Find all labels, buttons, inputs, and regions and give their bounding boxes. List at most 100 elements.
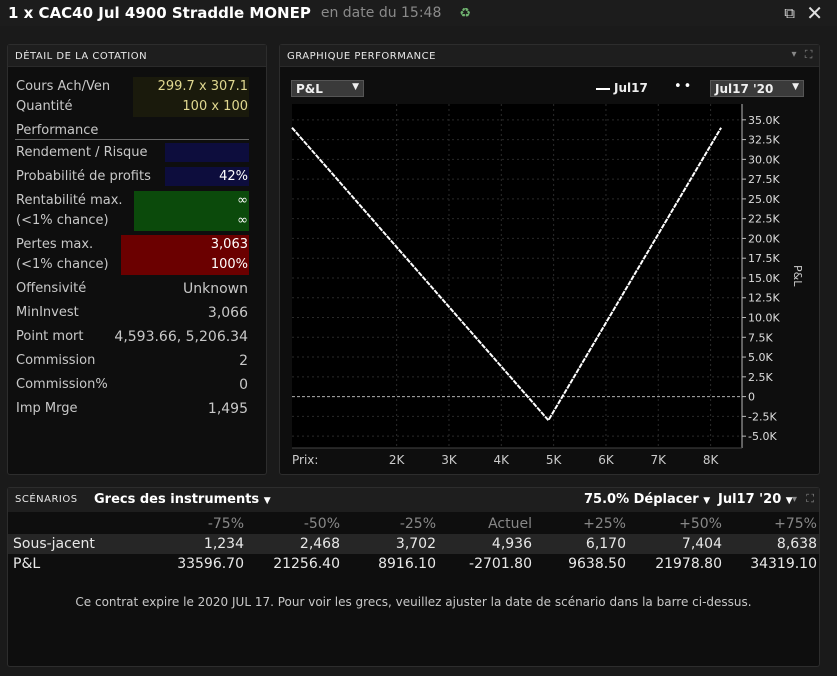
pertes-value: 3,063	[210, 237, 248, 252]
series-line-jul17	[291, 127, 722, 422]
y-tick-label: 2.5K	[748, 371, 773, 384]
pertes-label: Pertes max.	[16, 237, 94, 252]
proba-box	[165, 167, 249, 186]
column-header: -50%	[303, 516, 340, 532]
column-header: -25%	[399, 516, 436, 532]
table-cell: 9638.50	[568, 556, 626, 572]
chevron-down-icon: ▼	[352, 82, 359, 92]
bid-ask-separator: x	[198, 79, 207, 94]
column-header: +50%	[679, 516, 722, 532]
row-highlight	[8, 534, 819, 554]
legend-line-swatch	[596, 88, 610, 90]
gridlines	[292, 104, 742, 448]
mininvest-value: 3,066	[207, 305, 248, 321]
rentabilite-box	[134, 191, 249, 231]
greeks-select-value: Grecs des instruments	[94, 492, 260, 507]
y-tick-label: 7.5K	[748, 331, 773, 344]
quote-detail-panel: DÉTAIL DE LA COTATION Cours Ach/Ven 299.…	[7, 44, 267, 475]
x-tick-label: 4K	[494, 453, 511, 467]
scenarios-title: SCÉNARIOS	[15, 494, 78, 505]
y-tick-label: -2.5K	[748, 410, 777, 423]
y-tick-label: 15.0K	[748, 272, 780, 285]
commissionpct-value: 0	[239, 377, 248, 393]
x-axis-label: Prix:	[292, 453, 318, 467]
metric-select-value: P&L	[296, 82, 323, 96]
commission-label: Commission	[16, 353, 96, 368]
shift-select-value: 75.0% Déplacer	[584, 492, 699, 507]
pertes-box	[121, 235, 249, 275]
y-ticks: 35.0K 32.5K 30.0K 27.5K 25.0K 22.5K 20.0K 17.5K…	[742, 114, 780, 443]
bid-ask-label: Cours Ach/Ven	[16, 79, 111, 94]
impmrge-value: 1,495	[207, 401, 248, 417]
greeks-select[interactable]: Grecs des instruments ▼	[94, 492, 271, 507]
y-tick-label: 12.5K	[748, 292, 780, 305]
graph-menu-icon[interactable]: ▾	[791, 49, 797, 60]
commission-value: 2	[239, 353, 248, 369]
x-tick-label: 8K	[703, 453, 720, 467]
x-tick-label: 5K	[546, 453, 563, 467]
scenario-menu-icon[interactable]: ▾	[791, 494, 797, 505]
ask-value: 307.1	[210, 79, 248, 94]
table-cell: 34319.10	[750, 556, 817, 572]
y-tick-label: 17.5K	[748, 252, 780, 265]
x-tick-label: 2K	[389, 453, 406, 467]
table-cell: 1,234	[203, 536, 244, 552]
pointmort-value: 4,593.66, 5,206.34	[114, 329, 248, 345]
quantity-value: 100 x 100	[182, 99, 248, 114]
table-cell: 2,468	[299, 536, 340, 552]
proba-value: 42%	[219, 169, 248, 184]
y-tick-label: 30.0K	[748, 153, 780, 166]
scenario-date-select[interactable]: Jul17 '20 ▼	[718, 492, 793, 507]
y-tick-label: 5.0K	[748, 351, 773, 364]
performance-graph-title: GRAPHIQUE PERFORMANCE	[287, 51, 436, 62]
performance-label: Performance	[16, 123, 99, 138]
metric-select[interactable]: P&L ▼	[291, 80, 364, 97]
offensivite-label: Offensivité	[16, 281, 87, 296]
scenarios-panel: SCÉNARIOS Grecs des instruments ▼ 75.0% …	[7, 487, 820, 667]
refresh-icon[interactable]: ♻	[459, 5, 472, 21]
window-title: 1 x CAC40 Jul 4900 Straddle MONEP	[8, 4, 311, 22]
expiry-note: Ce contrat expire le 2020 JUL 17. Pour v…	[75, 595, 752, 609]
scenario-expand-icon[interactable]: ⛶	[806, 492, 814, 505]
table-cell: 3,702	[395, 536, 436, 552]
impmrge-label: Imp Mrge	[16, 401, 78, 416]
table-cell: -2701.80	[469, 556, 532, 572]
close-icon[interactable]: ✕	[806, 1, 823, 25]
legend-line-label: Jul17	[614, 81, 648, 95]
column-header: -75%	[207, 516, 244, 532]
chevron-down-icon: ▼	[785, 496, 793, 506]
rentabilite-chance-value: ∞	[237, 213, 248, 228]
pertes-chance-label: (<1% chance)	[16, 257, 109, 272]
performance-graph-header: GRAPHIQUE PERFORMANCE ▾ ⛶	[280, 45, 819, 67]
y-tick-label: -5.0K	[748, 430, 777, 443]
graph-date-select[interactable]: Jul17 '20 ▼	[710, 80, 804, 97]
y-tick-label: 32.5K	[748, 134, 780, 147]
table-cell: 21978.80	[655, 556, 722, 572]
table-cell: 4,936	[491, 536, 532, 552]
popout-icon[interactable]: ⧉	[784, 4, 795, 22]
column-header: +75%	[774, 516, 817, 532]
table-cell: 33596.70	[177, 556, 244, 572]
chevron-down-icon: ▼	[263, 496, 271, 506]
rendement-label: Rendement / Risque	[16, 145, 148, 160]
performance-graph-panel: GRAPHIQUE PERFORMANCE ▾ ⛶ P&L ▼ Jul17 ••…	[279, 44, 820, 475]
table-cell: 8,638	[776, 536, 817, 552]
chevron-down-icon: ▼	[792, 82, 799, 92]
y-tick-label: 20.0K	[748, 232, 780, 245]
table-cell: 21256.40	[273, 556, 340, 572]
rentabilite-chance-label: (<1% chance)	[16, 213, 109, 228]
table-cell: 8916.10	[378, 556, 436, 572]
y-tick-label: 27.5K	[748, 173, 780, 186]
rentabilite-label: Rentabilité max.	[16, 193, 123, 208]
graph-expand-icon[interactable]: ⛶	[804, 48, 813, 61]
pertes-chance-value: 100%	[210, 257, 248, 272]
bid-ask-box	[133, 77, 249, 117]
shift-select[interactable]: 75.0% Déplacer ▼	[584, 492, 710, 507]
performance-divider	[15, 139, 249, 140]
bid-value: 299.7	[157, 79, 195, 94]
x-ticks: 2K 3K 4K 5K 6K 7K 8K	[389, 453, 720, 467]
quote-detail-header: DÉTAIL DE LA COTATION	[8, 45, 266, 67]
x-tick-label: 7K	[651, 453, 668, 467]
scenarios-header: SCÉNARIOS Grecs des instruments ▼ 75.0% …	[8, 488, 819, 512]
window-subtitle: en date du 15:48	[320, 5, 442, 21]
